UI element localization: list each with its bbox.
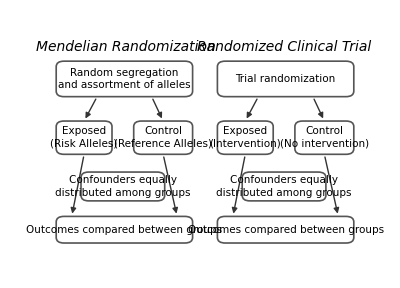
FancyBboxPatch shape bbox=[56, 61, 193, 97]
Text: Control
(No intervention): Control (No intervention) bbox=[280, 126, 369, 149]
Text: Confounders equally
distributed among groups: Confounders equally distributed among gr… bbox=[216, 175, 352, 198]
Text: Exposed
(Intervention): Exposed (Intervention) bbox=[210, 126, 281, 149]
FancyBboxPatch shape bbox=[218, 121, 273, 154]
FancyBboxPatch shape bbox=[218, 61, 354, 97]
FancyBboxPatch shape bbox=[56, 216, 193, 243]
FancyBboxPatch shape bbox=[56, 121, 112, 154]
Text: Control
(Reference Alleles): Control (Reference Alleles) bbox=[114, 126, 212, 149]
Text: Randomized Clinical Trial: Randomized Clinical Trial bbox=[197, 40, 371, 54]
Text: Outcomes compared between groups: Outcomes compared between groups bbox=[188, 225, 384, 235]
FancyBboxPatch shape bbox=[295, 121, 354, 154]
Text: Mendelian Randomization: Mendelian Randomization bbox=[36, 40, 216, 54]
FancyBboxPatch shape bbox=[134, 121, 193, 154]
Text: Outcomes compared between groups: Outcomes compared between groups bbox=[26, 225, 222, 235]
Text: Confounders equally
distributed among groups: Confounders equally distributed among gr… bbox=[55, 175, 191, 198]
Text: Trial randomization: Trial randomization bbox=[236, 74, 336, 84]
FancyBboxPatch shape bbox=[81, 172, 165, 201]
FancyBboxPatch shape bbox=[242, 172, 326, 201]
Text: Exposed
(Risk Alleles): Exposed (Risk Alleles) bbox=[50, 126, 118, 149]
FancyBboxPatch shape bbox=[218, 216, 354, 243]
Text: Random segregation
and assortment of alleles: Random segregation and assortment of all… bbox=[58, 68, 191, 90]
